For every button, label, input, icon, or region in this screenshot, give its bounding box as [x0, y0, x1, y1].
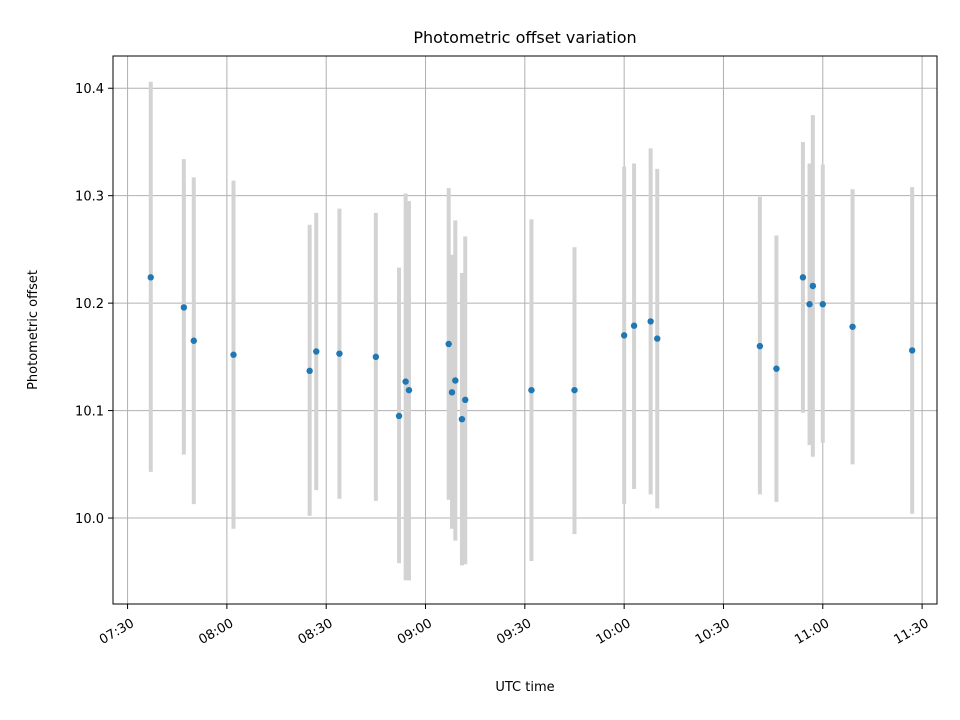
data-point [230, 351, 237, 358]
data-point [462, 396, 469, 404]
data-point [402, 378, 409, 385]
data-point [630, 322, 638, 329]
data-point [819, 301, 826, 308]
data-point [452, 377, 459, 384]
y-tick-label: 10.3 [75, 190, 104, 205]
data-point [571, 386, 578, 394]
data-point [336, 350, 343, 357]
data-point [306, 367, 313, 375]
data-point [809, 282, 817, 290]
data-point [528, 386, 535, 394]
y-axis-label: Photometric offset [26, 270, 41, 390]
data-point [180, 304, 188, 311]
data-point [147, 274, 154, 281]
chart-title: Photometric offset variation [413, 28, 636, 47]
data-point [372, 353, 380, 361]
y-tick-label: 10.4 [75, 82, 104, 97]
data-point [908, 347, 916, 354]
y-tick-label: 10.0 [75, 512, 104, 527]
data-point [448, 389, 456, 396]
data-point [799, 274, 807, 281]
data-point [647, 318, 654, 325]
data-point [445, 340, 452, 348]
y-tick-label: 10.1 [75, 405, 104, 420]
data-point [806, 301, 813, 308]
data-point [773, 365, 780, 372]
data-points [147, 274, 916, 423]
data-point [620, 332, 628, 339]
y-tick-label: 10.2 [75, 297, 104, 312]
data-point [756, 342, 764, 350]
data-point [654, 335, 661, 342]
data-point [395, 412, 403, 420]
data-point [458, 415, 466, 423]
data-point [405, 386, 413, 394]
data-point [190, 337, 197, 344]
x-axis-label: UTC time [495, 680, 554, 695]
data-point [313, 348, 320, 355]
data-point [849, 323, 856, 330]
